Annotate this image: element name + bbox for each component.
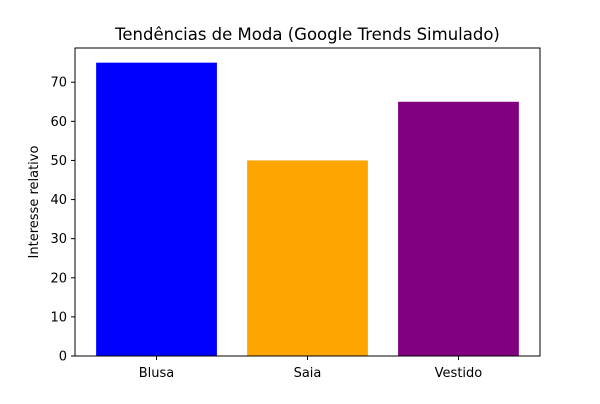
bar-blusa [96,62,217,357]
y-tick-label: 0 [59,350,67,365]
y-tick-label: 20 [50,271,67,286]
y-tick-label: 40 [50,193,67,208]
x-tick-label: Saia [294,366,322,381]
x-axis: Blusa Saia Vestido [139,356,483,381]
bars-layer [96,62,519,357]
y-tick-label: 60 [50,115,67,130]
x-tick-label: Vestido [435,366,483,381]
y-tick-label: 30 [50,232,67,247]
chart-title: Tendências de Moda (Google Trends Simula… [114,25,500,44]
bar-vestido [398,101,519,357]
y-tick-label: 10 [50,310,67,325]
bar-saia [247,160,368,356]
y-tick-label: 70 [50,76,67,91]
y-axis-label: Interesse relativo [27,146,42,259]
y-axis: 0 10 20 30 40 50 60 70 [50,76,75,365]
y-tick-label: 50 [50,154,67,169]
x-tick-label: Blusa [139,366,175,381]
